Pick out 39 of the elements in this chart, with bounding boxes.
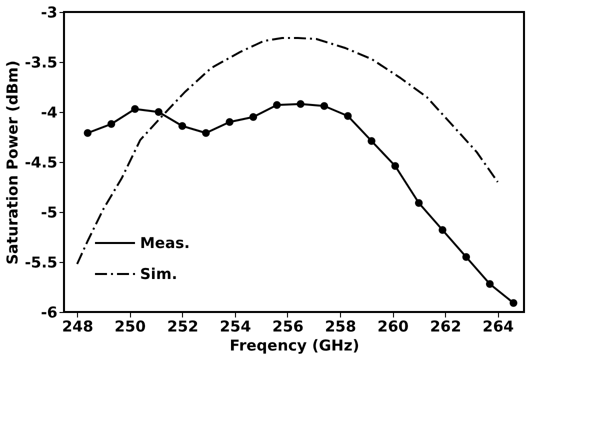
- legend-label: Meas.: [140, 234, 190, 252]
- point: [414, 199, 423, 207]
- point: [273, 101, 281, 109]
- y-tick-label: -6: [40, 304, 58, 322]
- point: [178, 122, 186, 130]
- x-tick-label: 262: [430, 318, 462, 336]
- point: [438, 226, 446, 234]
- point: [486, 280, 494, 288]
- point: [344, 112, 352, 120]
- x-tick-label: 256: [272, 318, 304, 336]
- point: [84, 129, 92, 137]
- point: [202, 129, 210, 137]
- x-tick-label: 258: [324, 318, 356, 336]
- y-axis-title: Saturation Power (dBm): [4, 60, 22, 265]
- y-tick-label: -4: [40, 104, 58, 122]
- point: [131, 105, 139, 113]
- x-tick-label: 250: [114, 318, 146, 336]
- point: [249, 113, 258, 121]
- x-tick-label: 264: [482, 318, 514, 336]
- point: [107, 120, 116, 128]
- point: [462, 253, 470, 261]
- legend-label: Sim.: [140, 265, 178, 283]
- x-tick-label: 252: [167, 318, 198, 336]
- x-tick-label: 254: [220, 318, 252, 336]
- y-tick-label: -4.5: [24, 154, 58, 172]
- y-tick-label: -3: [40, 4, 58, 22]
- x-axis-title: Freqency (GHz): [230, 336, 360, 354]
- point: [368, 137, 376, 145]
- point: [296, 100, 304, 108]
- y-tick-label: -5: [40, 204, 58, 222]
- point: [510, 299, 518, 307]
- x-tick-label: 260: [377, 318, 409, 336]
- x-tick-label: 248: [62, 318, 94, 336]
- point: [391, 162, 400, 170]
- y-tick-label: -3.5: [24, 54, 58, 72]
- point: [320, 102, 328, 110]
- y-tick-label: -5.5: [24, 254, 58, 272]
- point: [226, 118, 234, 126]
- point: [154, 108, 162, 116]
